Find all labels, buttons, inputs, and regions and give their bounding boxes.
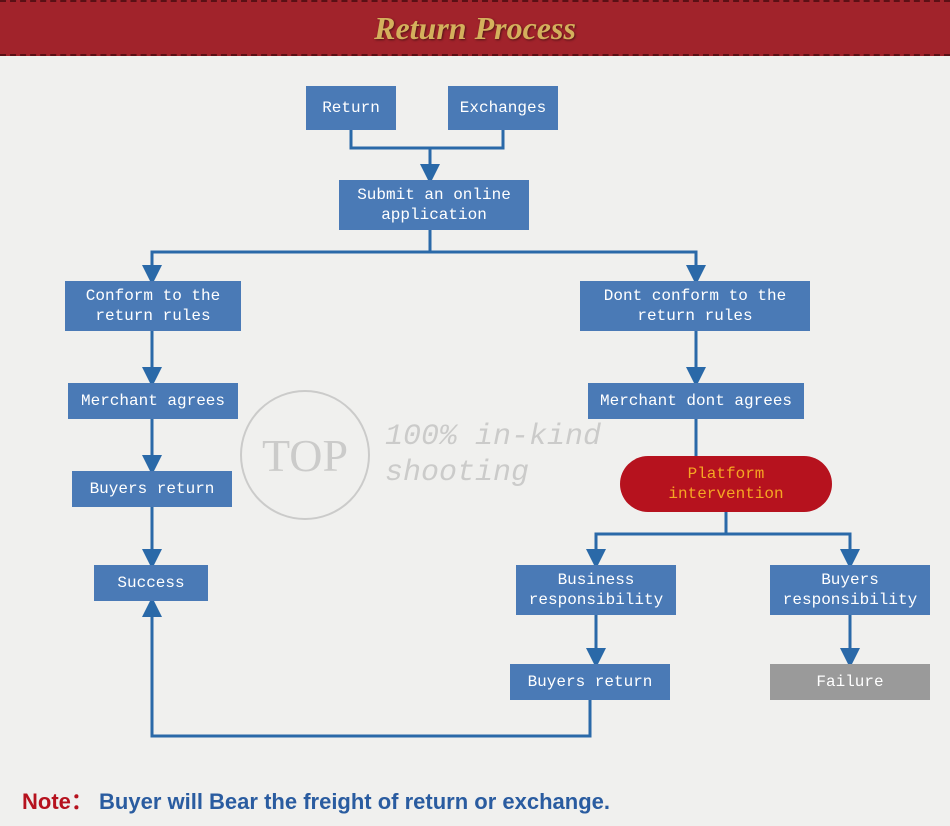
node-buyersreturn1: Buyers return <box>72 471 232 507</box>
node-platform: Platformintervention <box>620 456 832 512</box>
node-submit: Submit an onlineapplication <box>339 180 529 230</box>
node-buyersreturn2: Buyers return <box>510 664 670 700</box>
node-failure: Failure <box>770 664 930 700</box>
node-magrees: Merchant agrees <box>68 383 238 419</box>
node-bizresp: Businessresponsibility <box>516 565 676 615</box>
node-exchanges: Exchanges <box>448 86 558 130</box>
flowchart: Return Exchanges Submit an onlineapplicati… <box>0 56 950 796</box>
node-success: Success <box>94 565 208 601</box>
node-return: Return <box>306 86 396 130</box>
node-conform: Conform to thereturn rules <box>65 281 241 331</box>
header-banner: Return Process <box>0 0 950 56</box>
node-mdontagrees: Merchant dont agrees <box>588 383 804 419</box>
node-buyresp: Buyersresponsibility <box>770 565 930 615</box>
node-dontconform: Dont conform to thereturn rules <box>580 281 810 331</box>
header-title: Return Process <box>374 10 576 47</box>
